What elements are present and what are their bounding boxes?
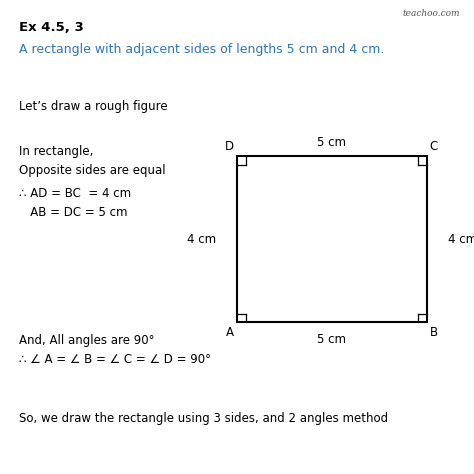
Bar: [237, 156, 427, 322]
Text: C: C: [429, 140, 438, 153]
Text: 5 cm: 5 cm: [317, 137, 346, 149]
Text: Let’s draw a rough figure: Let’s draw a rough figure: [19, 100, 168, 112]
Text: Opposite sides are equal: Opposite sides are equal: [19, 164, 165, 176]
Text: A: A: [226, 326, 234, 339]
Text: B: B: [429, 326, 438, 339]
Text: 5 cm: 5 cm: [317, 333, 346, 346]
Text: ∴ AD = BC  = 4 cm: ∴ AD = BC = 4 cm: [19, 187, 131, 200]
Text: Ex 4.5, 3: Ex 4.5, 3: [19, 21, 84, 34]
Text: And, All angles are 90°: And, All angles are 90°: [19, 334, 155, 347]
Text: So, we draw the rectangle using 3 sides, and 2 angles method: So, we draw the rectangle using 3 sides,…: [19, 412, 388, 425]
Text: ∴ ∠ A = ∠ B = ∠ C = ∠ D = 90°: ∴ ∠ A = ∠ B = ∠ C = ∠ D = 90°: [19, 353, 211, 366]
Text: 4 cm: 4 cm: [448, 233, 474, 246]
Text: AB = DC = 5 cm: AB = DC = 5 cm: [19, 206, 128, 219]
Text: In rectangle,: In rectangle,: [19, 145, 93, 157]
Text: D: D: [225, 140, 234, 153]
Text: 4 cm: 4 cm: [187, 233, 216, 246]
Text: A rectangle with adjacent sides of lengths 5 cm and 4 cm.: A rectangle with adjacent sides of lengt…: [19, 43, 384, 55]
Text: teachoo.com: teachoo.com: [402, 9, 460, 18]
